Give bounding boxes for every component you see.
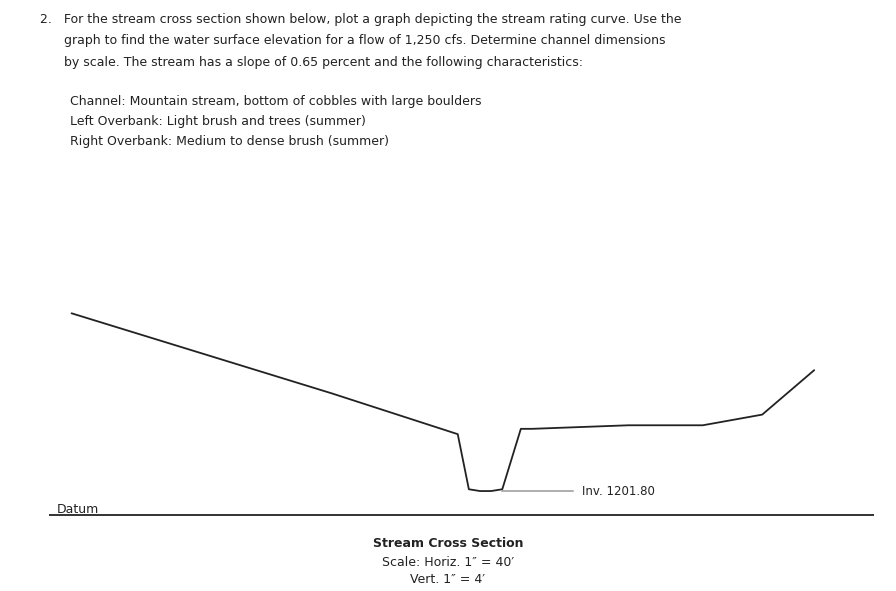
Text: Vert. 1″ = 4′: Vert. 1″ = 4′ (410, 573, 486, 586)
Text: Inv. 1201.80: Inv. 1201.80 (582, 485, 655, 498)
Text: Scale: Horiz. 1″ = 40′: Scale: Horiz. 1″ = 40′ (382, 556, 514, 569)
Text: Left Overbank: Light brush and trees (summer): Left Overbank: Light brush and trees (su… (70, 115, 366, 128)
Text: by scale. The stream has a slope of 0.65 percent and the following characteristi: by scale. The stream has a slope of 0.65… (40, 56, 583, 69)
Text: Datum: Datum (56, 503, 99, 516)
Text: Stream Cross Section: Stream Cross Section (373, 537, 523, 550)
Text: graph to find the water surface elevation for a flow of 1,250 cfs. Determine cha: graph to find the water surface elevatio… (40, 34, 666, 47)
Text: Right Overbank: Medium to dense brush (summer): Right Overbank: Medium to dense brush (s… (70, 135, 389, 148)
Text: Channel: Mountain stream, bottom of cobbles with large boulders: Channel: Mountain stream, bottom of cobb… (70, 95, 481, 108)
Text: 2.   For the stream cross section shown below, plot a graph depicting the stream: 2. For the stream cross section shown be… (40, 13, 682, 26)
